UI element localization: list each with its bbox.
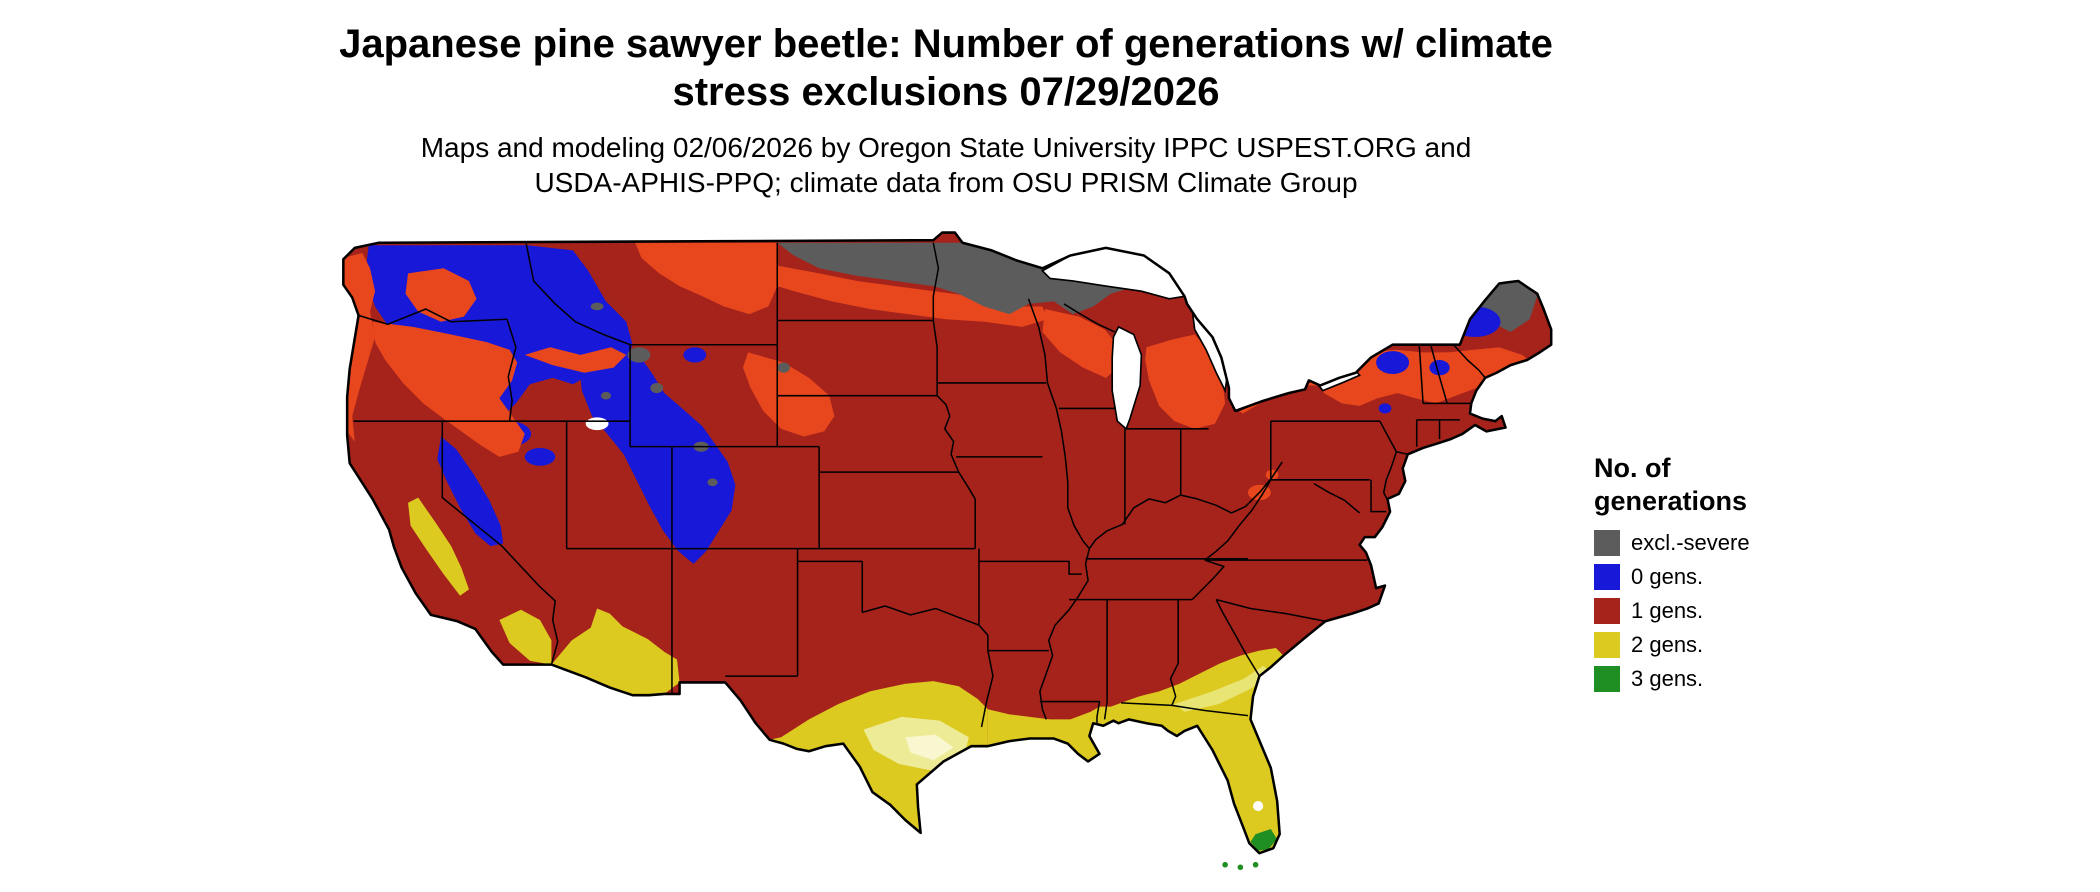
legend-swatch-0-gens xyxy=(1594,564,1620,590)
florida-keys-dots xyxy=(1222,861,1259,871)
page-title: Japanese pine sawyer beetle: Number of g… xyxy=(0,20,1892,116)
state-borders xyxy=(353,242,1486,728)
legend-label-0-gens: 0 gens. xyxy=(1631,564,1704,589)
page-title-line1: Japanese pine sawyer beetle: Number of g… xyxy=(339,22,1553,66)
legend-swatch-3-gens xyxy=(1594,666,1620,692)
us-map-svg xyxy=(342,231,1553,871)
legend-label-2-gens: 2 gens. xyxy=(1631,632,1704,657)
page-subtitle-line2: USDA-APHIS-PPQ; climate data from OSU PR… xyxy=(534,167,1358,198)
map-fill-layers xyxy=(343,232,1552,854)
legend-swatch-1-gens xyxy=(1594,598,1620,624)
legend-entry-2-gens: 2 gens. xyxy=(1594,632,1750,658)
legend-entry-3-gens: 3 gens. xyxy=(1594,666,1750,692)
legend-label-1-gens: 1 gens. xyxy=(1631,598,1704,623)
page-subtitle-line1: Maps and modeling 02/06/2026 by Oregon S… xyxy=(420,132,1472,163)
legend-title: No. of generations xyxy=(1594,452,1750,518)
legend-entry-0-gens: 0 gens. xyxy=(1594,564,1750,590)
great-salt-lake xyxy=(585,417,609,431)
legend-title-line2: generations xyxy=(1594,486,1748,516)
page-title-line2: stress exclusions 07/29/2026 xyxy=(672,70,1220,114)
page-subtitle: Maps and modeling 02/06/2026 by Oregon S… xyxy=(0,130,1892,200)
legend-label-excluded: excl.-severe xyxy=(1631,530,1750,555)
region-2-gens-bright-cores xyxy=(863,665,1274,771)
us-generations-map xyxy=(337,230,1555,880)
map-legend: No. of generations excl.-severe 0 gens. … xyxy=(1594,452,1750,700)
legend-label-3-gens: 3 gens. xyxy=(1631,666,1704,691)
legend-swatch-2-gens xyxy=(1594,632,1620,658)
legend-entry-excluded: excl.-severe xyxy=(1594,530,1750,556)
us-outline xyxy=(342,231,1553,855)
legend-entry-1-gens: 1 gens. xyxy=(1594,598,1750,624)
legend-swatch-excluded xyxy=(1594,530,1620,556)
lake-okeechobee xyxy=(1253,800,1264,812)
header: Japanese pine sawyer beetle: Number of g… xyxy=(0,20,1892,200)
region-3-gens xyxy=(1250,829,1278,851)
legend-title-line1: No. of xyxy=(1594,453,1671,483)
